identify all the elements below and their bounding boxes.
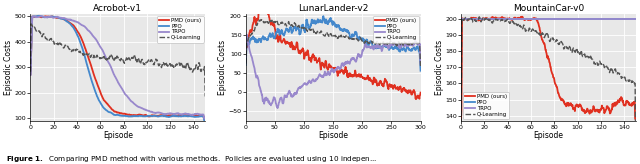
Y-axis label: Episodic Costs: Episodic Costs [218, 40, 227, 95]
Title: MountainCar-v0: MountainCar-v0 [513, 4, 584, 13]
Y-axis label: Episodic Costs: Episodic Costs [435, 40, 444, 95]
Title: Acrobot-v1: Acrobot-v1 [93, 4, 142, 13]
X-axis label: Episode: Episode [534, 131, 563, 140]
Text: $\bf{Figure\ 1.}$  Comparing PMD method with various methods.  Policies are eval: $\bf{Figure\ 1.}$ Comparing PMD method w… [6, 154, 378, 164]
Title: LunarLander-v2: LunarLander-v2 [298, 4, 369, 13]
X-axis label: Episode: Episode [318, 131, 348, 140]
Y-axis label: Episodic Costs: Episodic Costs [4, 40, 13, 95]
Legend: PMD (ours), PPO, TRPO, Q-Learning: PMD (ours), PPO, TRPO, Q-Learning [372, 16, 419, 42]
Legend: PMD (ours), PPO, TRPO, Q-Learning: PMD (ours), PPO, TRPO, Q-Learning [463, 92, 509, 119]
X-axis label: Episode: Episode [103, 131, 133, 140]
Legend: PMD (ours), PPO, TRPO, Q-Learning: PMD (ours), PPO, TRPO, Q-Learning [157, 16, 204, 42]
